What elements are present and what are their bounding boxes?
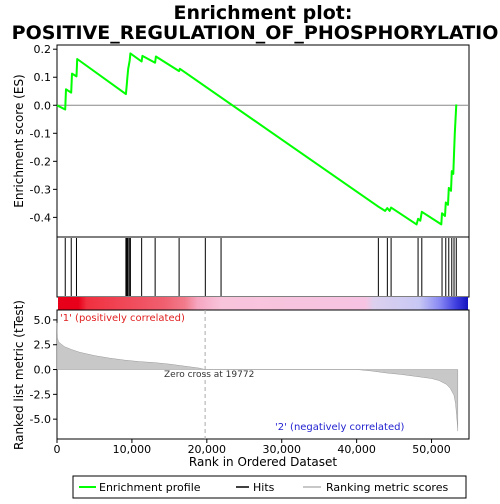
es-curve-group xyxy=(56,52,458,226)
metric-y-tick-label: -2.5 xyxy=(30,388,51,401)
legend-box xyxy=(72,475,467,499)
ranking-metric-area xyxy=(56,322,459,432)
es-y-tick-label: 0.2 xyxy=(34,43,52,56)
x-tick-label: 50,000 xyxy=(412,443,451,456)
metric-y-tick-label: 5.0 xyxy=(34,314,52,327)
zero-cross-label: Zero cross at 19772 xyxy=(164,370,254,380)
enrichment-profile-line xyxy=(56,52,458,226)
metric-y-tick-label: 0.0 xyxy=(34,364,52,377)
metric-y-tick-label: 2.5 xyxy=(34,339,52,352)
x-ticks: 0 10,000 20,000 30,000 40,000 50,000 xyxy=(54,439,451,456)
x-tick-label: 30,000 xyxy=(262,443,301,456)
hits-panel xyxy=(56,236,470,298)
chart-title-line1: Enrichment plot: xyxy=(174,2,353,24)
metric-group xyxy=(56,310,459,439)
x-tick-label: 0 xyxy=(54,443,61,456)
x-tick-label: 10,000 xyxy=(113,443,152,456)
neg-correlated-label: '2' (negatively correlated) xyxy=(275,422,404,433)
x-tick-label: 20,000 xyxy=(188,443,227,456)
es-y-ticks: 0.2 0.1 0.0 -0.1 -0.2 -0.3 -0.4 xyxy=(30,43,57,224)
metric-y-ticks: 5.0 2.5 0.0 -2.5 -5.0 xyxy=(30,314,57,426)
es-panel xyxy=(56,44,470,238)
es-y-tick-label: -0.3 xyxy=(30,183,51,196)
y-axis-label-metric: Ranked list metric (tTest) xyxy=(12,300,26,450)
es-y-tick-label: -0.4 xyxy=(30,211,51,224)
legend-enrichment-label: Enrichment profile xyxy=(99,481,201,494)
es-y-tick-label: -0.2 xyxy=(30,155,51,168)
x-axis-label: Rank in Ordered Dataset xyxy=(189,455,337,469)
ranking-color-bar xyxy=(58,297,468,310)
es-y-tick-label: 0.1 xyxy=(34,71,52,84)
legend-ranking-label: Ranking metric scores xyxy=(326,481,448,494)
x-tick-label: 40,000 xyxy=(337,443,376,456)
pos-correlated-label: '1' (positively correlated) xyxy=(60,313,185,324)
es-y-tick-label: 0.0 xyxy=(34,99,52,112)
metric-y-tick-label: -5.0 xyxy=(30,413,51,426)
hits-group xyxy=(64,238,457,296)
y-axis-label-es: Enrichment score (ES) xyxy=(12,74,26,207)
es-y-tick-label: -0.1 xyxy=(30,127,51,140)
legend-hits-label: Hits xyxy=(253,481,275,494)
chart-title-line2: POSITIVE_REGULATION_OF_PHOSPHORYLATION xyxy=(12,22,500,44)
